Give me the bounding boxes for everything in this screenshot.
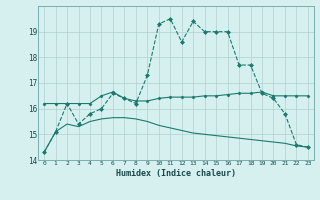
X-axis label: Humidex (Indice chaleur): Humidex (Indice chaleur): [116, 169, 236, 178]
